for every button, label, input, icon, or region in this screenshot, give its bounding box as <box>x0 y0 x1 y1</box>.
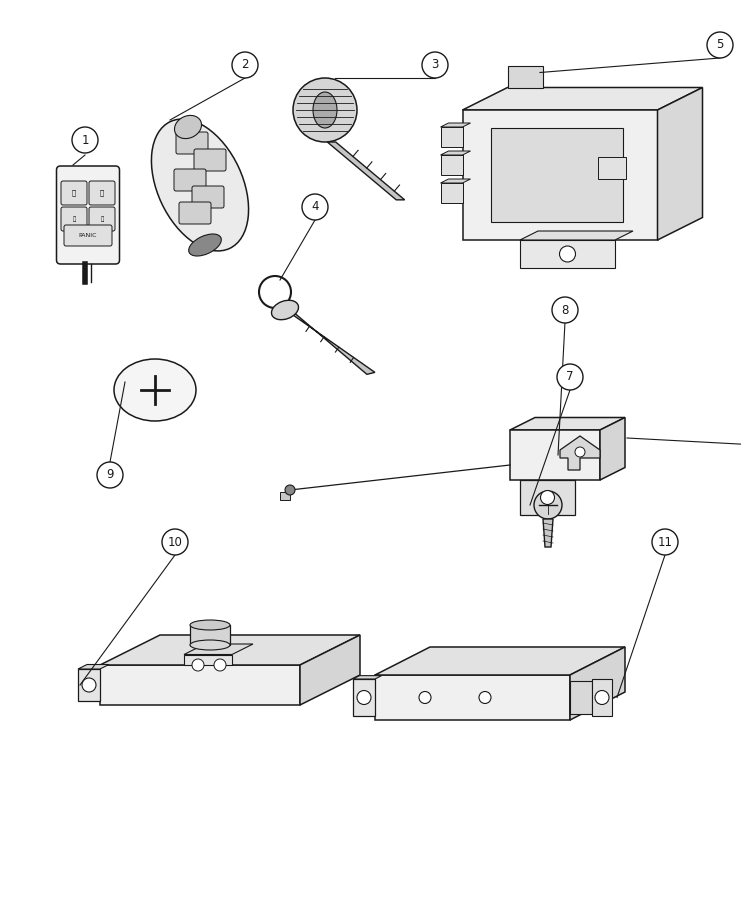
FancyBboxPatch shape <box>56 166 119 264</box>
Circle shape <box>534 491 562 519</box>
Ellipse shape <box>313 92 337 128</box>
FancyBboxPatch shape <box>179 202 211 224</box>
Circle shape <box>419 691 431 704</box>
Text: 2: 2 <box>242 58 249 71</box>
Polygon shape <box>510 418 625 430</box>
Polygon shape <box>570 647 625 720</box>
FancyBboxPatch shape <box>192 186 224 208</box>
Circle shape <box>422 52 448 78</box>
Circle shape <box>595 690 609 705</box>
Ellipse shape <box>174 115 202 139</box>
Text: 🔒: 🔒 <box>72 190 76 196</box>
Polygon shape <box>491 128 622 222</box>
Polygon shape <box>100 665 300 705</box>
Polygon shape <box>190 625 230 645</box>
Polygon shape <box>78 669 100 701</box>
Text: 5: 5 <box>717 39 724 51</box>
Bar <box>597 157 625 179</box>
Circle shape <box>575 447 585 457</box>
Polygon shape <box>285 305 375 374</box>
Polygon shape <box>280 492 290 500</box>
Ellipse shape <box>114 359 196 421</box>
Circle shape <box>162 529 188 555</box>
Polygon shape <box>657 87 702 240</box>
Text: 3: 3 <box>431 58 439 71</box>
Polygon shape <box>462 110 657 240</box>
Circle shape <box>707 32 733 58</box>
Polygon shape <box>78 664 109 669</box>
Polygon shape <box>508 66 542 87</box>
Polygon shape <box>440 151 471 155</box>
Polygon shape <box>328 142 405 200</box>
FancyBboxPatch shape <box>64 225 112 246</box>
Circle shape <box>552 297 578 323</box>
FancyBboxPatch shape <box>89 181 115 205</box>
Polygon shape <box>300 635 360 705</box>
Text: 🔓: 🔓 <box>100 190 104 196</box>
Ellipse shape <box>190 640 230 650</box>
Circle shape <box>302 194 328 220</box>
Polygon shape <box>184 644 253 654</box>
Text: 4: 4 <box>311 201 319 213</box>
Polygon shape <box>375 647 625 675</box>
Circle shape <box>192 659 204 671</box>
Text: 8: 8 <box>562 303 568 317</box>
Circle shape <box>557 364 583 390</box>
Polygon shape <box>560 436 600 470</box>
Circle shape <box>97 462 123 488</box>
FancyBboxPatch shape <box>61 207 87 231</box>
Polygon shape <box>520 231 633 240</box>
Polygon shape <box>440 179 471 183</box>
Ellipse shape <box>190 620 230 630</box>
Polygon shape <box>440 123 471 127</box>
FancyBboxPatch shape <box>194 149 226 171</box>
Circle shape <box>559 246 576 262</box>
FancyBboxPatch shape <box>176 132 208 154</box>
Polygon shape <box>510 430 600 480</box>
Circle shape <box>652 529 678 555</box>
Text: 10: 10 <box>167 536 182 548</box>
Polygon shape <box>543 519 553 547</box>
Polygon shape <box>440 127 462 147</box>
Circle shape <box>293 78 357 142</box>
Circle shape <box>479 691 491 704</box>
Text: 🔔: 🔔 <box>100 216 104 221</box>
Circle shape <box>72 127 98 153</box>
FancyBboxPatch shape <box>89 207 115 231</box>
Polygon shape <box>353 676 382 679</box>
Polygon shape <box>520 240 615 268</box>
Circle shape <box>540 491 554 505</box>
Ellipse shape <box>151 119 248 251</box>
Polygon shape <box>100 635 360 665</box>
Polygon shape <box>353 679 375 716</box>
Ellipse shape <box>189 234 222 256</box>
Ellipse shape <box>271 301 299 320</box>
Polygon shape <box>462 87 702 110</box>
FancyBboxPatch shape <box>174 169 206 191</box>
Text: 9: 9 <box>106 469 114 482</box>
Polygon shape <box>570 681 592 714</box>
Text: 11: 11 <box>657 536 673 548</box>
Circle shape <box>82 678 96 692</box>
Circle shape <box>285 485 295 495</box>
Circle shape <box>357 690 371 705</box>
FancyBboxPatch shape <box>61 181 87 205</box>
Text: 7: 7 <box>566 371 574 383</box>
Polygon shape <box>600 418 625 480</box>
Polygon shape <box>520 480 575 515</box>
Circle shape <box>232 52 258 78</box>
Polygon shape <box>440 183 462 203</box>
Polygon shape <box>184 654 232 665</box>
Circle shape <box>214 659 226 671</box>
Polygon shape <box>592 679 612 716</box>
Polygon shape <box>375 675 570 720</box>
Polygon shape <box>440 155 462 175</box>
Text: 🚗: 🚗 <box>73 216 76 221</box>
Text: PANIC: PANIC <box>79 233 97 238</box>
Text: 1: 1 <box>82 133 89 147</box>
